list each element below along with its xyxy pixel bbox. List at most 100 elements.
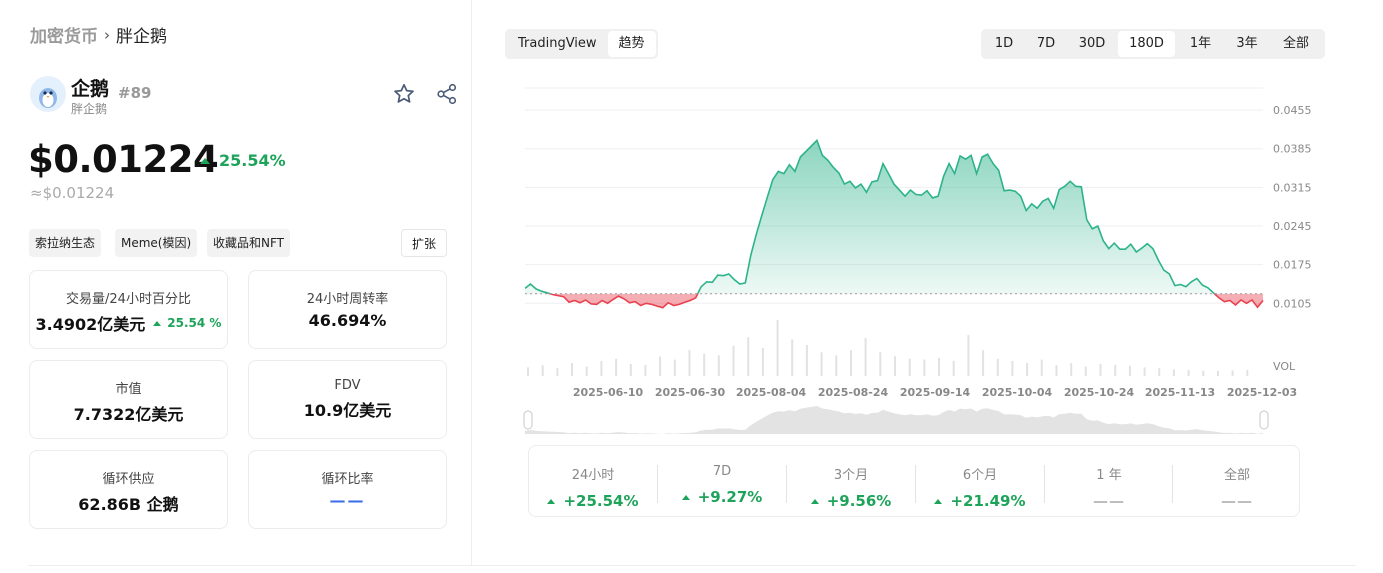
volume-bar [659,356,662,376]
breadcrumb: 加密货币 › 胖企鹅 [30,22,167,48]
chevron-right-icon: › [104,25,110,44]
volume-bar [1128,365,1131,376]
stat-label: 交易量/24小时百分比 [66,292,191,307]
tag-meme[interactable]: Meme(模因) [115,229,198,257]
volume-bar [952,360,955,376]
coin-info-panel: 加密货币 › 胖企鹅 企鹅 #89 胖企鹅 $0.01224 25.54% [0,0,472,565]
x-tick-label: 2025-11-13 [1145,386,1215,399]
navigator-right-handle[interactable] [1259,410,1269,430]
volume-bar [585,366,588,376]
volume-bar [982,350,985,376]
volume-bar [1217,370,1219,376]
volume-bar [864,338,867,376]
stat-label: 循环比率 [321,472,374,487]
range-1y[interactable]: 1年 [1189,36,1212,51]
expand-tags-button[interactable]: 扩张 [400,229,447,257]
return-value-row: +21.49% [916,492,1044,510]
volume-bar [1114,364,1117,376]
coin-rank: #89 [118,84,152,102]
divider [28,565,1356,566]
breadcrumb-root-link[interactable]: 加密货币 [30,27,98,47]
return-label: 24小时 [571,468,615,483]
tab-trend[interactable]: 趋势 [607,31,656,57]
volume-bar [850,350,852,376]
volume-bar [967,335,970,376]
return-label: 3个月 [833,468,869,483]
range-30d[interactable]: 30D [1078,36,1106,51]
coin-name: 企鹅 [71,78,110,100]
return-label: 6个月 [962,468,998,483]
return-value-row: +25.54% [529,492,657,510]
price-area-down [525,293,1263,308]
volume-bar [996,358,999,376]
arrow-up-icon [547,498,556,504]
coin-header: 企鹅 #89 胖企鹅 [30,74,462,118]
volume-bar [600,360,603,376]
volume-bar [717,355,720,376]
volume-bar [1099,363,1102,376]
stat-label: 24小时周转率 [306,292,389,307]
volume-bar [908,358,911,376]
volume-bar [615,358,618,376]
stat-value: 3.4902亿美元 [35,315,146,334]
coin-subtitle: 胖企鹅 [71,102,108,116]
navigator-left-handle[interactable] [523,410,533,430]
y-tick-label: 0.0245 [1273,220,1312,233]
chart-gridlines [525,87,1263,304]
volume-bar [894,356,896,376]
price-area-up [525,140,1215,294]
stat-fdv-card: FDV 10.9亿美元 [248,360,447,439]
stat-label: 市值 [115,382,142,397]
chart-axes: 0.0455 0.0385 0.0315 0.0245 0.0175 0.0105 VOL 2… [573,104,1312,399]
price-change: 25.54% [200,151,286,170]
range-7d[interactable]: 7D [1036,36,1056,51]
range-3y[interactable]: 3年 [1236,36,1258,51]
stat-value-row: 3.4902亿美元 25.54 % [30,311,227,335]
tag-collectibles-nft[interactable]: 收藏品和NFT [207,229,290,257]
y-tick-label: 0.0385 [1273,143,1312,156]
stat-value: 46.694% [308,311,387,330]
y-tick-label: 0.0105 [1273,297,1312,310]
volume-bar [732,345,735,376]
tag-solana-ecosystem[interactable]: 索拉纳生态 [29,229,102,257]
volume-bar [556,368,559,376]
stat-value: 10.9亿美元 [303,401,392,420]
navigator-area [525,406,1263,434]
favorite-star-icon[interactable] [392,82,416,106]
volume-bar [1158,368,1161,376]
stat-label: 循环供应 [102,472,155,487]
price-chart[interactable]: 0.0455 0.0385 0.0315 0.0245 0.0175 0.0105 VOL 2… [0,0,1383,445]
range-1d[interactable]: 1D [994,36,1014,51]
arrow-up-icon [153,320,162,326]
range-180d[interactable]: 180D [1118,31,1175,57]
volume-bar [1055,365,1058,376]
y-tick-label: 0.0315 [1273,181,1312,194]
tab-tradingview[interactable]: TradingView [518,36,597,51]
volume-axis-label: VOL [1273,360,1296,373]
stat-circulating-supply-card: 循环供应 62.86B 企鹅 [29,450,228,529]
share-icon[interactable] [435,82,459,106]
coin-logo [30,76,66,112]
volume-bar [805,345,808,376]
price-line-up [524,138,1216,294]
stat-volume-card: 交易量/24小时百分比 3.4902亿美元 25.54 % [29,270,228,349]
breadcrumb-current: 胖企鹅 [116,27,167,47]
volume-bar [1026,363,1029,376]
volume-bar [879,352,882,376]
volume-bar [791,339,794,376]
volume-bar [923,359,926,376]
volume-bar [820,352,823,376]
volume-bar [644,364,647,376]
stat-market-cap-card: 市值 7.7322亿美元 [29,360,228,439]
arrow-up-icon [810,498,819,504]
volume-bar [688,350,691,376]
x-tick-label: 2025-09-14 [900,386,971,399]
return-label: 7D [712,464,732,479]
range-all[interactable]: 全部 [1282,36,1309,51]
divider [786,465,787,503]
volume-bar [776,320,779,376]
volume-bar [629,363,632,376]
x-tick-label: 2025-06-30 [655,386,726,399]
return-3m: 3个月 +9.56% [787,446,915,518]
volume-bar [571,363,573,376]
